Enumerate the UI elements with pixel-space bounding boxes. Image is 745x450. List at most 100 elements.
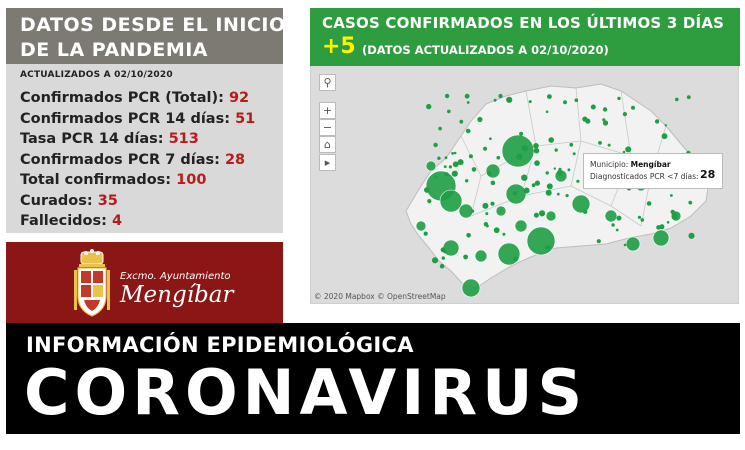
case-bubble xyxy=(519,131,524,136)
map-canvas[interactable]: ⚲ + − ⌂ ▸ © 2020 Mapbox © OpenStreetMap … xyxy=(311,66,738,303)
case-bubble xyxy=(490,201,495,206)
stat-value: 513 xyxy=(168,131,199,147)
case-bubble xyxy=(453,151,457,155)
map-tooltip: Municipio: Mengíbar Diagnosticados PCR <… xyxy=(583,153,723,189)
case-bubble xyxy=(521,145,528,152)
case-bubble xyxy=(528,100,532,104)
case-bubble xyxy=(444,93,450,99)
case-bubble xyxy=(640,218,645,222)
map-title: CASOS CONFIRMADOS EN LOS ÚLTIMOS 3 DÍAS xyxy=(322,14,725,32)
case-bubble xyxy=(497,242,521,266)
zoom-in-icon[interactable]: + xyxy=(319,102,336,119)
case-bubble xyxy=(675,97,679,102)
case-bubble xyxy=(482,202,489,209)
stat-row-pcr-total: Confirmados PCR (Total): 92 xyxy=(20,88,255,109)
case-bubble xyxy=(516,153,523,160)
stats-title-line2: DE LA PANDEMIA xyxy=(20,39,209,61)
case-bubble xyxy=(622,150,626,154)
case-bubble xyxy=(437,156,441,160)
tooltip-municipality: Municipio: Mengíbar xyxy=(590,160,671,169)
case-bubble xyxy=(451,152,454,155)
case-bubble xyxy=(439,263,445,269)
logo-institution-label: Excmo. Ayuntamiento xyxy=(120,271,231,282)
case-bubble xyxy=(596,239,601,244)
case-bubble xyxy=(431,257,439,264)
stat-value: 4 xyxy=(112,213,123,229)
case-bubble xyxy=(495,205,507,217)
stat-label: Confirmados PCR (Total): xyxy=(20,90,229,106)
case-bubble xyxy=(468,154,473,159)
stats-updated-date: ACTUALIZADOS A 02/10/2020 xyxy=(20,70,173,80)
case-bubble xyxy=(654,119,660,124)
case-bubble xyxy=(448,165,452,169)
case-bubble xyxy=(585,118,591,124)
case-bubble xyxy=(489,137,492,140)
case-bubble xyxy=(451,170,458,177)
case-bubble xyxy=(534,160,540,166)
case-bubble xyxy=(426,103,432,110)
case-bubble xyxy=(553,167,556,170)
case-bubble xyxy=(493,227,500,234)
stat-label: Confirmados PCR 14 días: xyxy=(20,110,236,127)
case-bubble xyxy=(493,98,497,102)
case-bubble xyxy=(545,189,552,196)
case-bubble xyxy=(441,256,445,260)
case-bubble xyxy=(433,142,438,148)
case-bubble xyxy=(604,209,618,223)
case-bubble xyxy=(443,165,447,168)
case-bubble xyxy=(502,232,506,236)
banner-subtitle: INFORMACIÓN EPIDEMIOLÓGICA xyxy=(26,333,414,357)
case-bubble xyxy=(556,192,560,196)
stat-row-total-confirmed: Total confirmados: 100 xyxy=(20,170,255,191)
case-bubble xyxy=(506,96,513,103)
case-bubble xyxy=(557,171,563,176)
case-bubble xyxy=(439,189,463,213)
case-bubble xyxy=(463,254,468,260)
town-hall-logo-panel: Excmo. Ayuntamiento Mengíbar xyxy=(6,242,283,326)
case-bubble xyxy=(447,109,451,114)
stat-value: 51 xyxy=(235,110,256,127)
case-bubble xyxy=(533,143,539,149)
case-bubble xyxy=(661,133,668,140)
case-bubble xyxy=(631,105,635,110)
case-bubble xyxy=(485,212,489,216)
zoom-out-icon[interactable]: − xyxy=(319,119,336,136)
case-bubble xyxy=(514,219,528,233)
case-bubble xyxy=(547,94,552,99)
case-bubble xyxy=(545,171,549,175)
home-icon[interactable]: ⌂ xyxy=(319,136,336,153)
case-bubble xyxy=(443,249,447,254)
case-bubble xyxy=(646,201,652,206)
case-bubble xyxy=(571,194,591,214)
stat-value: 28 xyxy=(224,151,246,168)
stat-row-recovered: Curados: 35 xyxy=(20,191,255,212)
case-bubble xyxy=(424,187,430,193)
case-bubble xyxy=(666,221,670,224)
case-bubble xyxy=(498,93,503,99)
map-header: CASOS CONFIRMADOS EN LOS ÚLTIMOS 3 DÍAS … xyxy=(310,8,740,66)
stat-label: Fallecidos: xyxy=(20,213,112,229)
case-bubble xyxy=(464,93,470,99)
case-bubble xyxy=(576,179,580,183)
case-bubble xyxy=(623,243,627,247)
stat-value: 92 xyxy=(228,90,250,106)
search-icon[interactable]: ⚲ xyxy=(319,74,336,91)
case-bubble xyxy=(438,126,442,131)
stat-row-pcr-14-days: Confirmados PCR 14 días: 51 xyxy=(20,109,255,130)
case-bubble xyxy=(465,179,469,183)
case-bubble xyxy=(545,110,549,114)
case-bubble xyxy=(558,167,562,171)
stat-row-rate-14-days: Tasa PCR 14 días: 513 xyxy=(20,129,255,150)
case-bubble xyxy=(567,168,571,172)
map-attribution[interactable]: © 2020 Mapbox © OpenStreetMap xyxy=(314,292,446,301)
case-bubble xyxy=(444,156,448,160)
case-bubble xyxy=(688,232,695,239)
case-bubble xyxy=(425,160,437,172)
case-bubble xyxy=(546,183,553,190)
case-bubble xyxy=(490,180,496,186)
case-bubble xyxy=(461,278,481,298)
tooltip-municipality-value: Mengíbar xyxy=(630,160,671,169)
case-bubble xyxy=(477,116,483,123)
play-icon[interactable]: ▸ xyxy=(319,154,336,171)
case-bubble xyxy=(652,229,670,247)
